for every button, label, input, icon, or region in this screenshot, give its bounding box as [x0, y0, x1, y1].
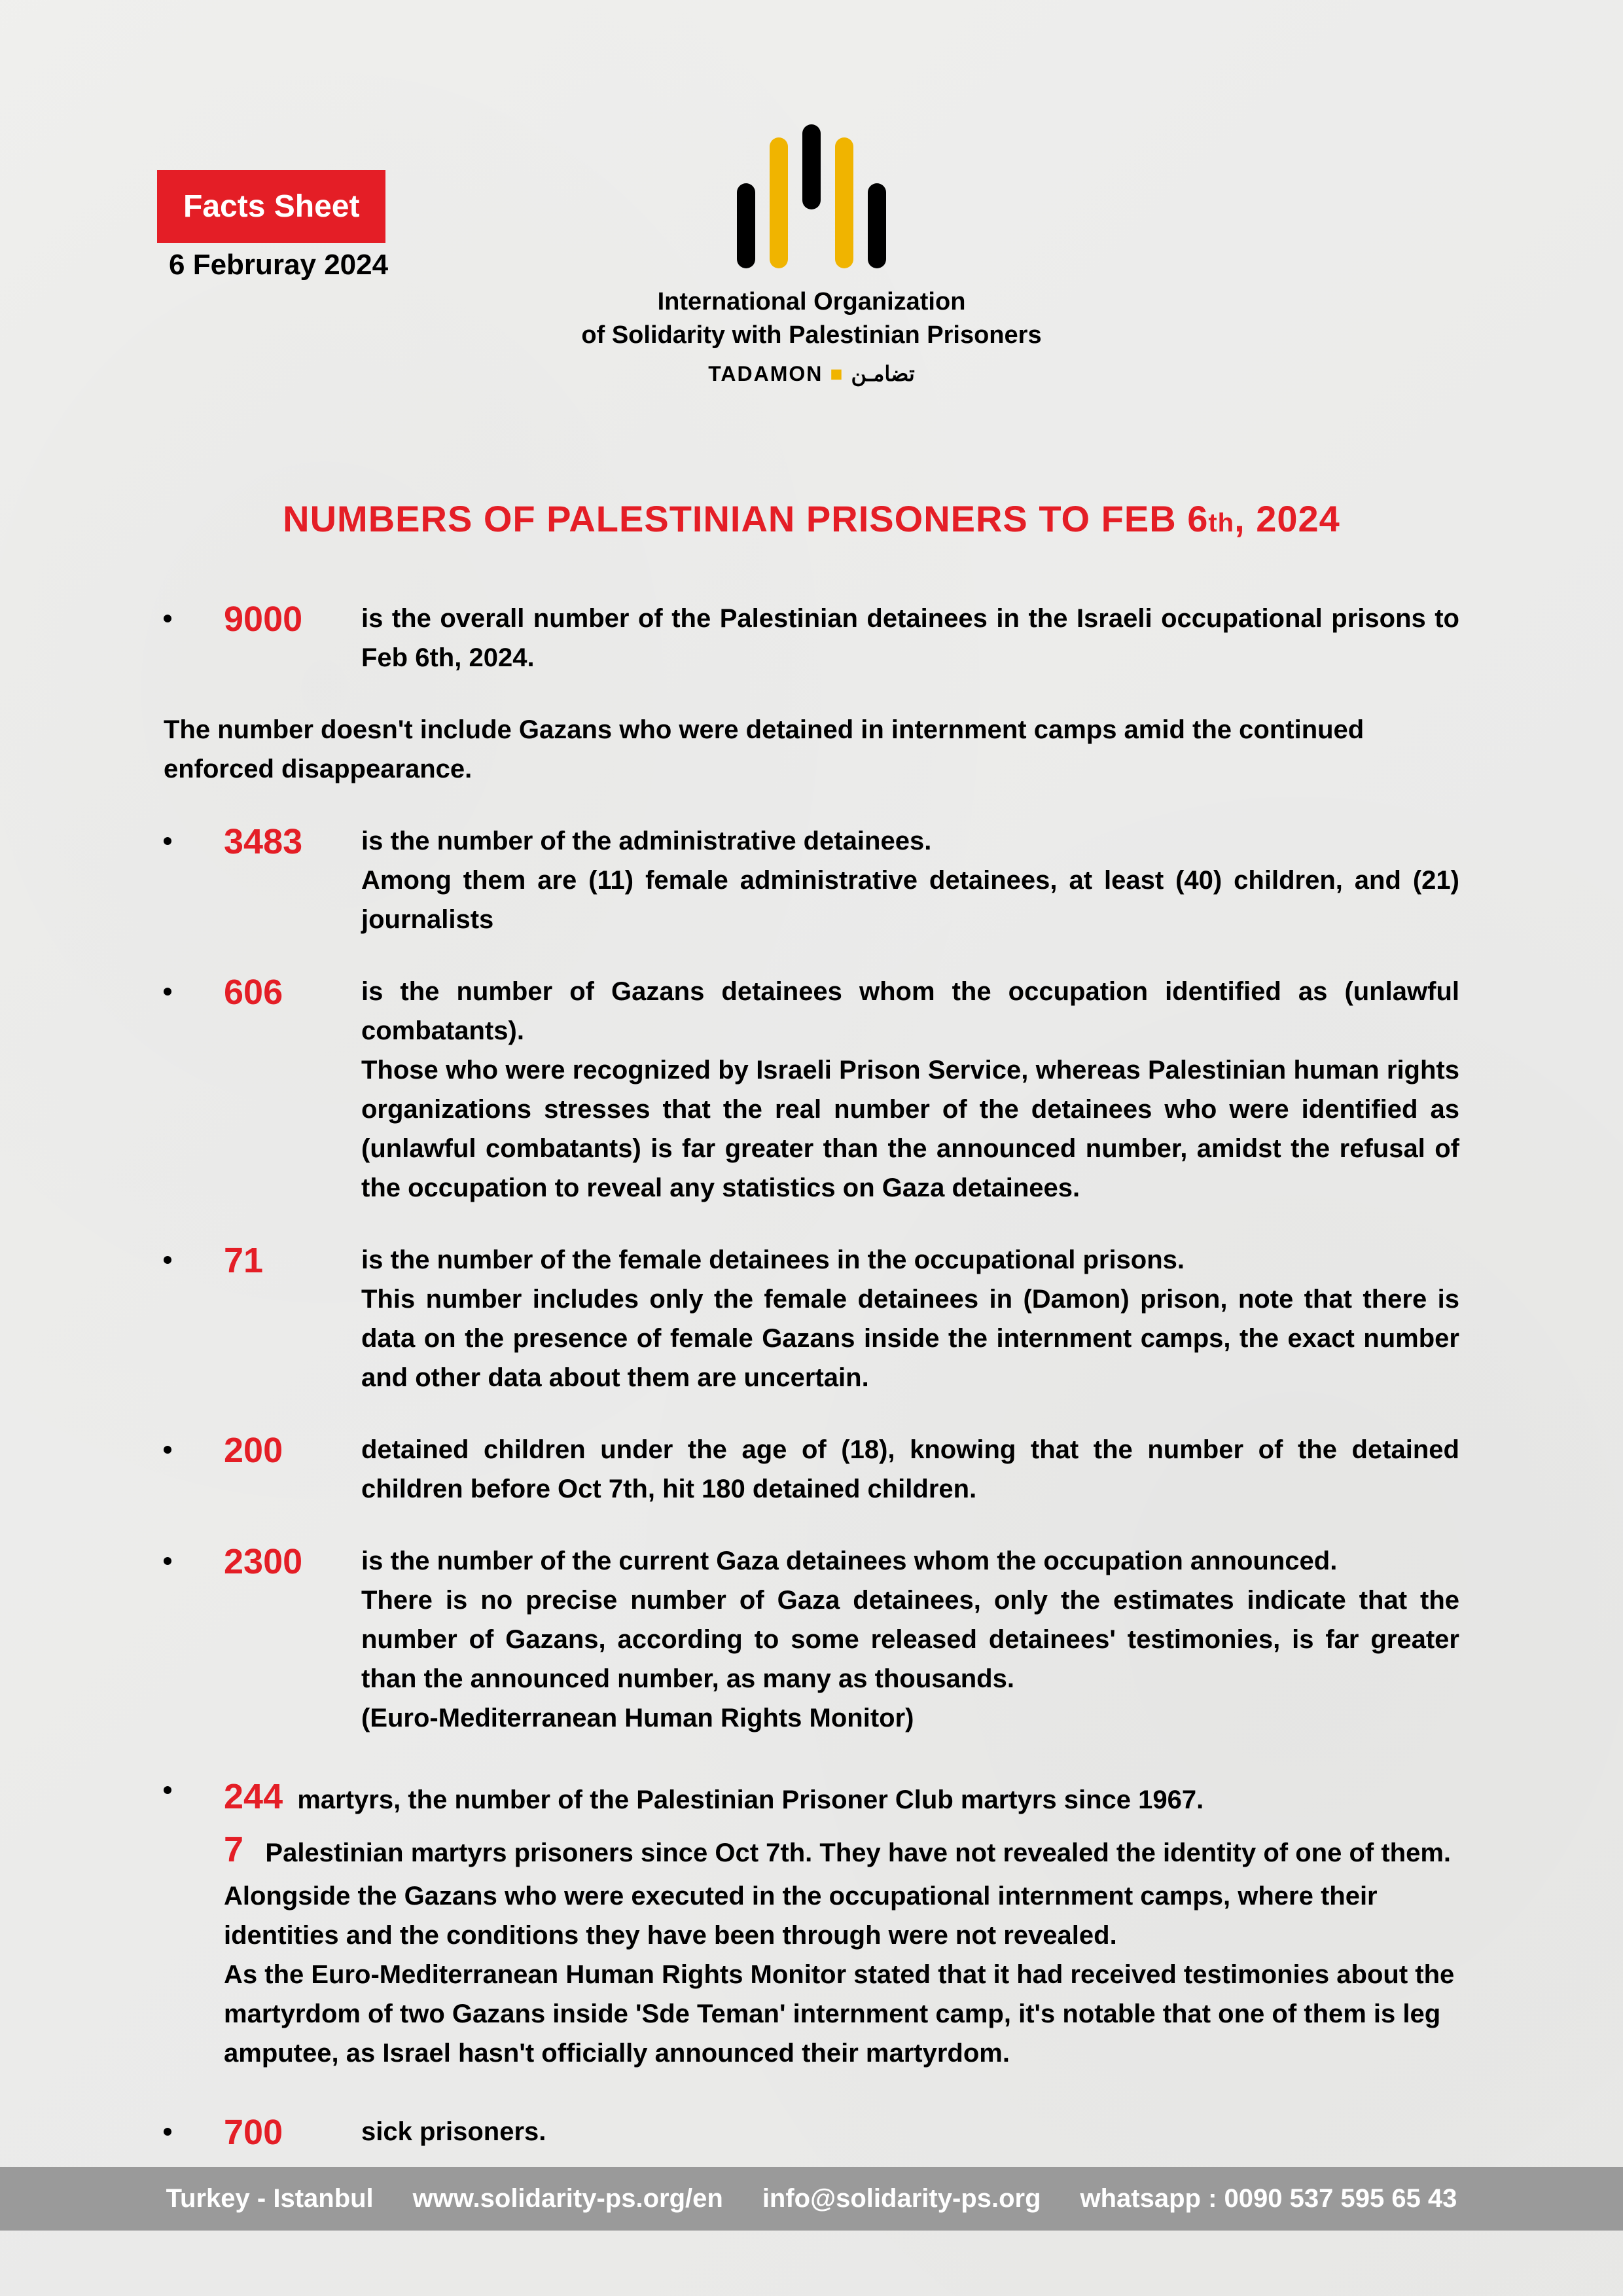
footer-email[interactable]: info@solidarity-ps.org	[762, 2184, 1041, 2214]
bullet-icon	[164, 615, 171, 622]
stat-item: 71 is the number of the female detainees…	[164, 1240, 1459, 1397]
stat-description: is the number of the administrative deta…	[361, 821, 1459, 939]
org-name-line2: of Solidarity with Palestinian Prisoners	[563, 321, 1060, 350]
stat-number: 700	[224, 2112, 361, 2152]
stat-item: 9000 is the overall number of the Palest…	[164, 599, 1459, 677]
stat-item: 3483 is the number of the administrative…	[164, 821, 1459, 939]
stat-number: 3483	[224, 821, 361, 861]
stat-number: 2300	[224, 1541, 361, 1581]
bullet-icon	[164, 1786, 171, 1794]
logo-block: International Organization of Solidarity…	[563, 124, 1060, 386]
header: Facts Sheet 6 Februray 2024 Internationa…	[157, 144, 1466, 445]
bullet-icon	[164, 1446, 171, 1454]
bullet-icon	[164, 837, 171, 845]
stat-number: 9000	[224, 599, 361, 639]
stat-description: is the number of the female detainees in…	[361, 1240, 1459, 1397]
footer-bar: Turkey - Istanbul www.solidarity-ps.org/…	[0, 2167, 1623, 2231]
bullet-icon	[164, 1557, 171, 1565]
stat-number: 606	[224, 972, 361, 1012]
bullet-icon	[164, 988, 171, 996]
stat-number: 200	[224, 1430, 361, 1470]
disclaimer-text: The number doesn't include Gazans who we…	[164, 710, 1459, 789]
footer-website[interactable]: www.solidarity-ps.org/en	[413, 2184, 723, 2214]
footer-whatsapp: whatsapp : 0090 537 595 65 43	[1080, 2184, 1457, 2214]
bullet-icon	[164, 1256, 171, 1264]
tadamon-text: TADAMON ■ تضامـن	[563, 361, 1060, 386]
logo-bars-icon	[563, 124, 1060, 268]
stat-item: 244 martyrs, the number of the Palestini…	[164, 1770, 1459, 2073]
stat-description: sick prisoners.	[361, 2112, 1459, 2151]
stat-description: is the number of the current Gaza detain…	[361, 1541, 1459, 1738]
stat-item: 2300 is the number of the current Gaza d…	[164, 1541, 1459, 1738]
stat-item: 606 is the number of Gazans detainees wh…	[164, 972, 1459, 1208]
stat-item: 200 detained children under the age of (…	[164, 1430, 1459, 1509]
facts-sheet-badge: Facts Sheet	[157, 170, 385, 243]
stat-description: 244 martyrs, the number of the Palestini…	[224, 1770, 1459, 2073]
stat-description: detained children under the age of (18),…	[361, 1430, 1459, 1509]
footer-location: Turkey - Istanbul	[166, 2184, 374, 2214]
org-name-line1: International Organization	[563, 288, 1060, 316]
stat-description: is the overall number of the Palestinian…	[361, 599, 1459, 677]
stat-item: 700 sick prisoners.	[164, 2112, 1459, 2152]
content-body: 9000 is the overall number of the Palest…	[157, 599, 1466, 2152]
stat-number: 71	[224, 1240, 361, 1280]
stat-description: is the number of Gazans detainees whom t…	[361, 972, 1459, 1208]
page-title: NUMBERS OF PALESTINIAN PRISONERS TO FEB …	[157, 497, 1466, 540]
bullet-icon	[164, 2128, 171, 2136]
date-text: 6 Februray 2024	[169, 249, 388, 281]
